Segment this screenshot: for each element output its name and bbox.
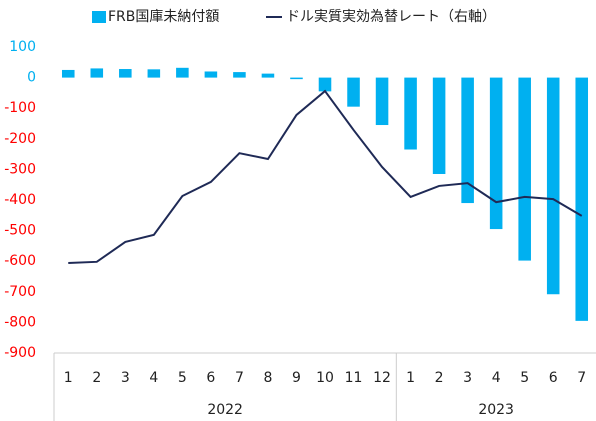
x-tick-label: 10 bbox=[316, 370, 334, 386]
y-tick-label: -600 bbox=[4, 253, 36, 269]
line bbox=[68, 89, 583, 265]
bar bbox=[461, 77, 474, 204]
legend-label: ドル実質実効為替レート（右軸） bbox=[286, 9, 496, 25]
bar bbox=[204, 71, 218, 78]
bar bbox=[575, 77, 589, 321]
bar bbox=[375, 77, 389, 126]
x-tick-label: 3 bbox=[121, 370, 130, 386]
bar bbox=[546, 77, 560, 295]
x-tick-label: 9 bbox=[292, 370, 301, 386]
bar bbox=[290, 77, 303, 80]
x-tick-label: 7 bbox=[577, 370, 586, 386]
y-tick-label: -900 bbox=[4, 345, 36, 361]
bar bbox=[489, 77, 503, 230]
bar bbox=[404, 77, 417, 150]
legend-swatch bbox=[92, 11, 106, 23]
x-tick-label: 2 bbox=[92, 370, 101, 386]
x-tick-label: 4 bbox=[492, 370, 501, 386]
legend-label: FRB国庫未納付額 bbox=[108, 8, 219, 25]
x-tick-label: 6 bbox=[206, 370, 215, 386]
x-tick-label: 2 bbox=[435, 370, 444, 386]
x-tick-label: 1 bbox=[406, 370, 415, 386]
bar bbox=[347, 77, 360, 107]
bar bbox=[432, 77, 446, 174]
x-tick-label: 7 bbox=[235, 370, 244, 386]
y-tick-label: -200 bbox=[4, 131, 36, 147]
bar bbox=[318, 77, 332, 92]
x-tick-label: 5 bbox=[520, 370, 529, 386]
y-tick-label: 100 bbox=[9, 39, 36, 55]
bar bbox=[61, 69, 75, 78]
y-tick-label: -700 bbox=[4, 284, 36, 300]
x-tick-label: 4 bbox=[149, 370, 158, 386]
x-tick-label: 8 bbox=[263, 370, 272, 386]
y-tick-label: -100 bbox=[4, 100, 36, 116]
y-tick-label: -800 bbox=[4, 314, 36, 330]
bar bbox=[261, 73, 275, 78]
x-tick-label: 6 bbox=[549, 370, 558, 386]
y-tick-label: -300 bbox=[4, 161, 36, 177]
bar bbox=[176, 67, 189, 78]
group-label: 2023 bbox=[478, 402, 514, 418]
x-tick-label: 12 bbox=[373, 370, 391, 386]
x-tick-label: 3 bbox=[463, 370, 472, 386]
bar bbox=[90, 68, 104, 78]
bar bbox=[233, 72, 246, 78]
x-tick-label: 11 bbox=[345, 370, 363, 386]
y-tick-label: -500 bbox=[4, 223, 36, 239]
bar bbox=[518, 77, 531, 261]
x-tick-label: 1 bbox=[64, 370, 73, 386]
x-tick-label: 5 bbox=[178, 370, 187, 386]
bar bbox=[147, 69, 161, 78]
bar bbox=[119, 69, 132, 78]
y-tick-label: -400 bbox=[4, 192, 36, 208]
y-tick-label: 0 bbox=[27, 70, 36, 86]
group-label: 2022 bbox=[207, 402, 243, 418]
